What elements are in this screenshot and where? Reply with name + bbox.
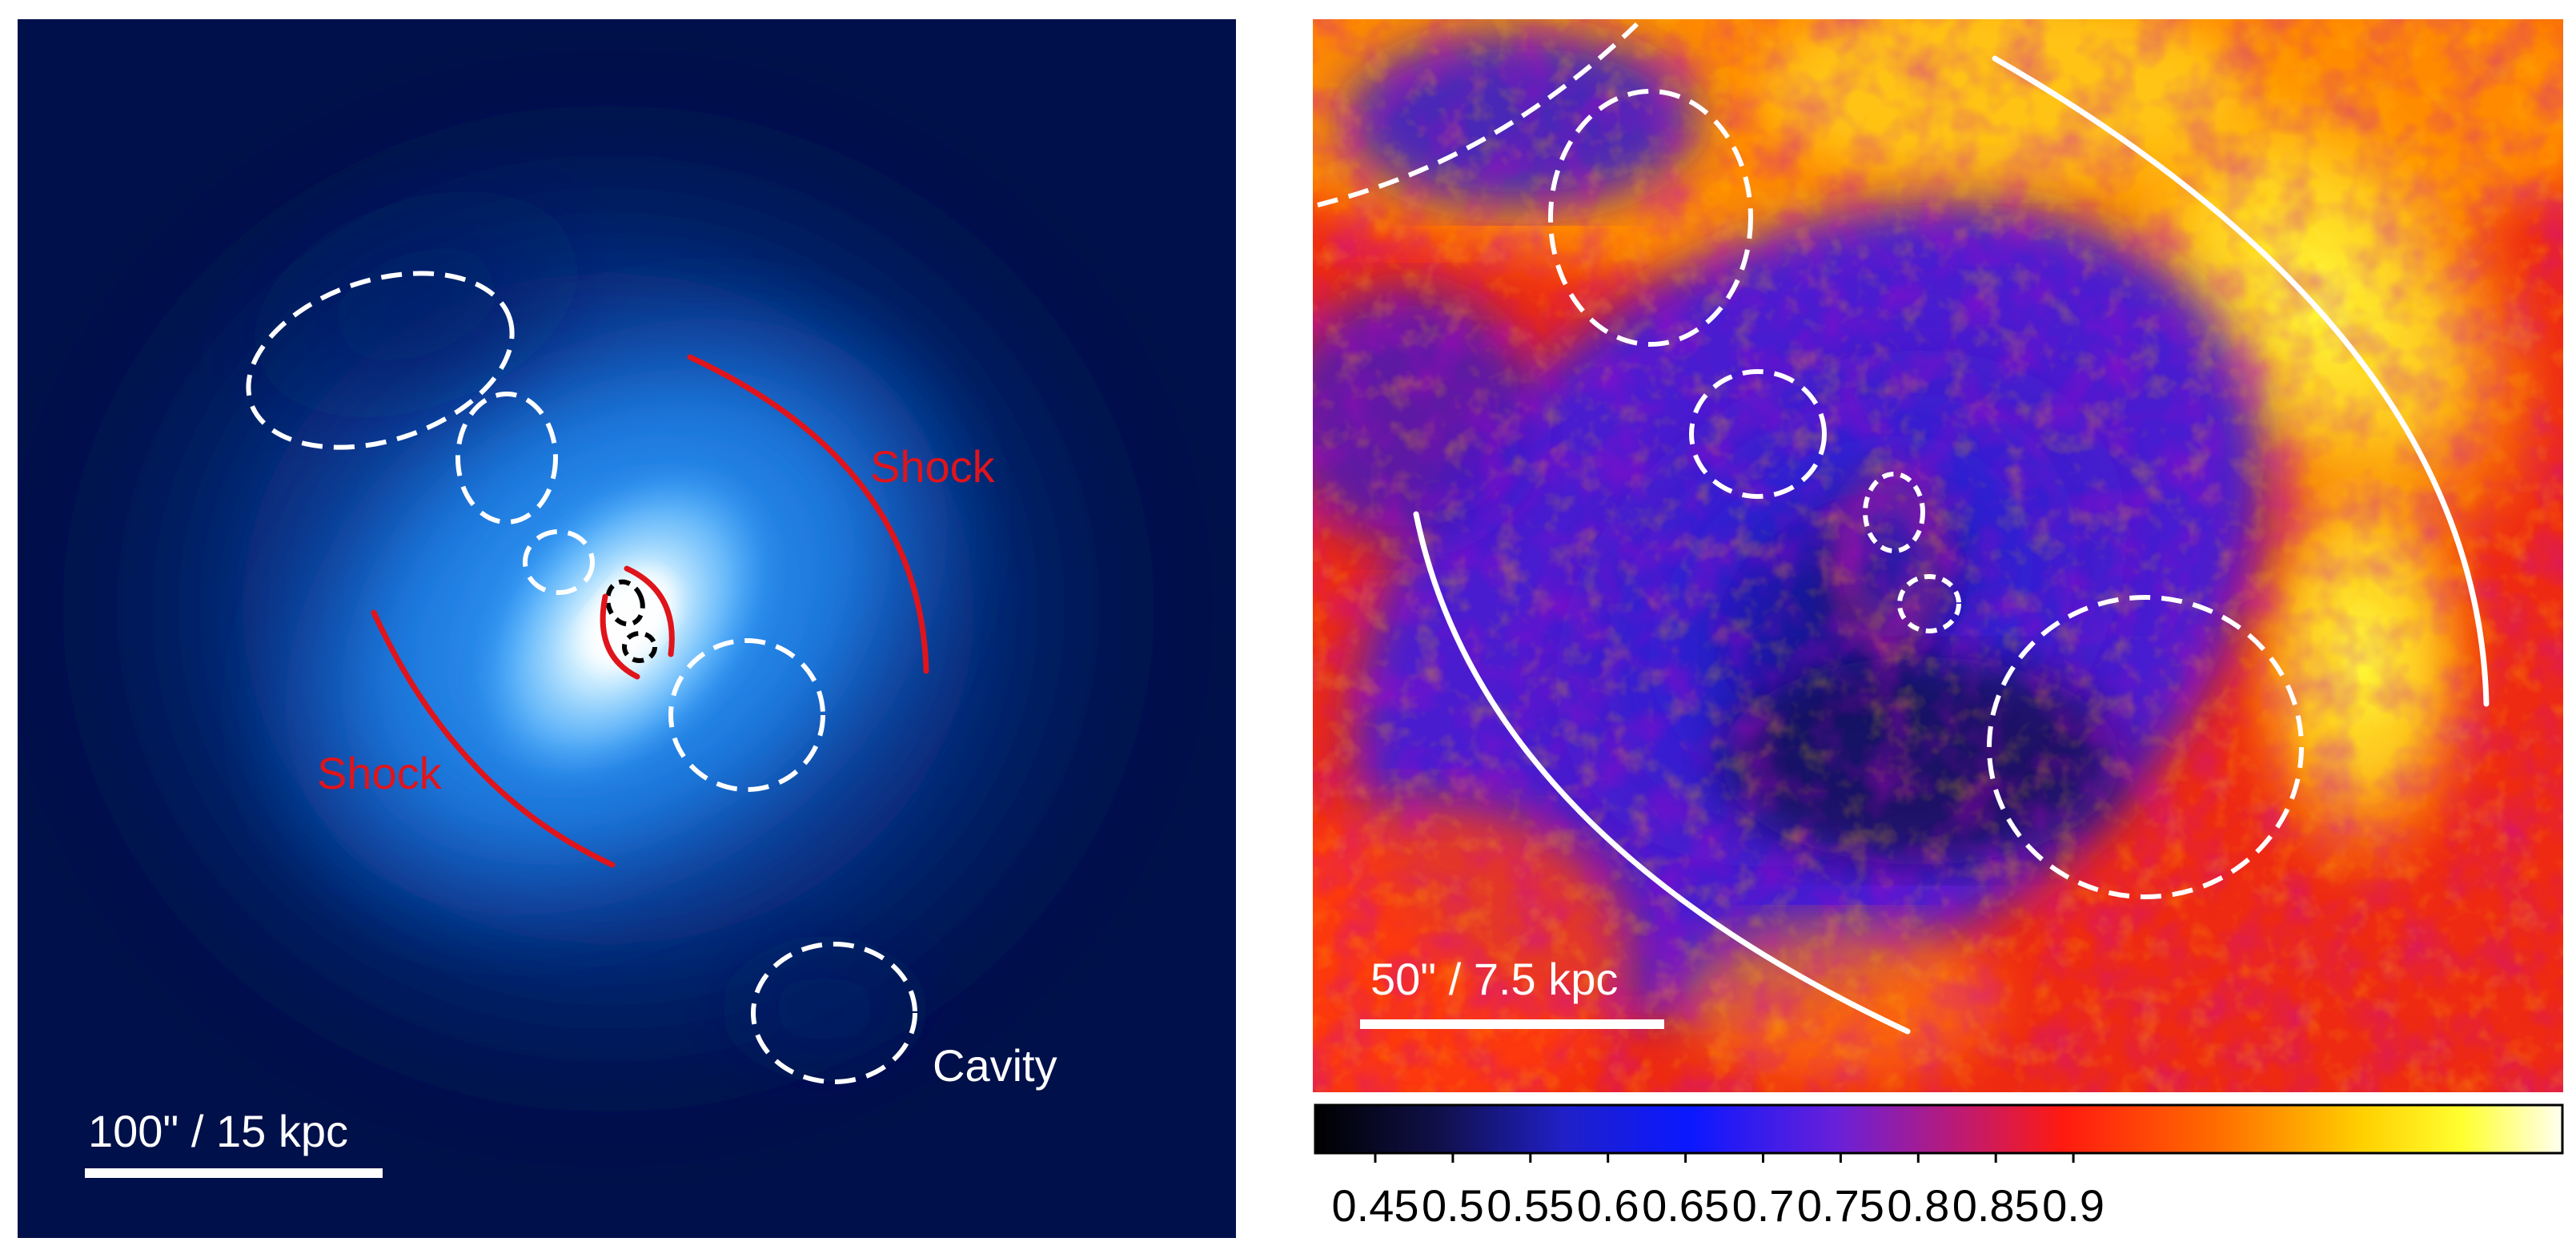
shock-arc-right-ne [1992,55,2490,707]
colorbar-tick-label: 0.75 [1797,1180,1884,1231]
cavity-ellipses-white [246,271,917,1084]
shock-label-upper: Shock [870,441,996,492]
shock-arc-right-sw [1413,511,1911,1035]
left-scalebar-label: 100" / 15 kpc [88,1106,348,1156]
core-cavity-south [622,631,657,663]
shock-label-lower: Shock [317,748,443,798]
cavity-ellipse-outer-nw [246,271,515,450]
colorbar-tick-label: 0.65 [1642,1180,1729,1231]
core-cavities-black [605,579,657,663]
right-cavity-ellipse-se [1987,595,2304,899]
right-cavity-ellipse-mid [1689,369,1827,499]
colorbar: 0.45 0.5 0.55 0.6 0.65 0.7 0.75 0.8 0.85 0.9 [1314,1103,2564,1231]
cavity-ellipses-right [1317,22,2304,899]
colorbar-tick-label: 0.5 [1422,1180,1484,1231]
colorbar-tick-label: 0.55 [1487,1180,1574,1231]
color-map-panel [1313,19,2563,1092]
right-cavity-ellipse-core-n [1863,472,1925,553]
colorbar-tick-label: 0.6 [1577,1180,1639,1231]
colorbar-tick-label: 0.8 [1887,1180,1949,1231]
cavity-ellipse-outer-se [751,942,917,1084]
cavity-ellipse-inner-se [668,638,825,792]
shock-arc-inner-e [624,565,675,657]
colorbar-tick-label: 0.7 [1732,1180,1795,1231]
colorbar-tick-label: 0.45 [1332,1180,1419,1231]
colorbar-tick-label: 0.85 [1952,1180,2040,1231]
right-cavity-ellipse-core-s [1897,574,1961,633]
colorbar-tick-label: 0.9 [2042,1180,2105,1231]
cavity-ellipse-inner-nw [523,529,595,595]
right-scalebar [1360,1019,1664,1029]
core-cavity-north [605,579,645,627]
left-scalebar [85,1168,383,1178]
shock-arc-outer-ne [687,354,929,674]
outer-dashed-arc [1317,22,1639,207]
colorbar-ticks: 0.45 0.5 0.55 0.6 0.65 0.7 0.75 0.8 0.85 0.9 [1332,1153,2105,1231]
shock-arc-outer-sw [371,609,616,868]
cavity-ellipse-mid-nw [455,392,558,525]
cavity-label: Cavity [933,1040,1057,1091]
shock-arcs [371,354,929,868]
right-scalebar-label: 50" / 7.5 kpc [1370,954,1618,1004]
shock-arc-inner-w [600,593,640,680]
shock-arcs-right [1413,55,2490,1035]
colorbar-gradient [1314,1103,2564,1155]
right-cavity-ellipse-nw [1548,89,1753,347]
